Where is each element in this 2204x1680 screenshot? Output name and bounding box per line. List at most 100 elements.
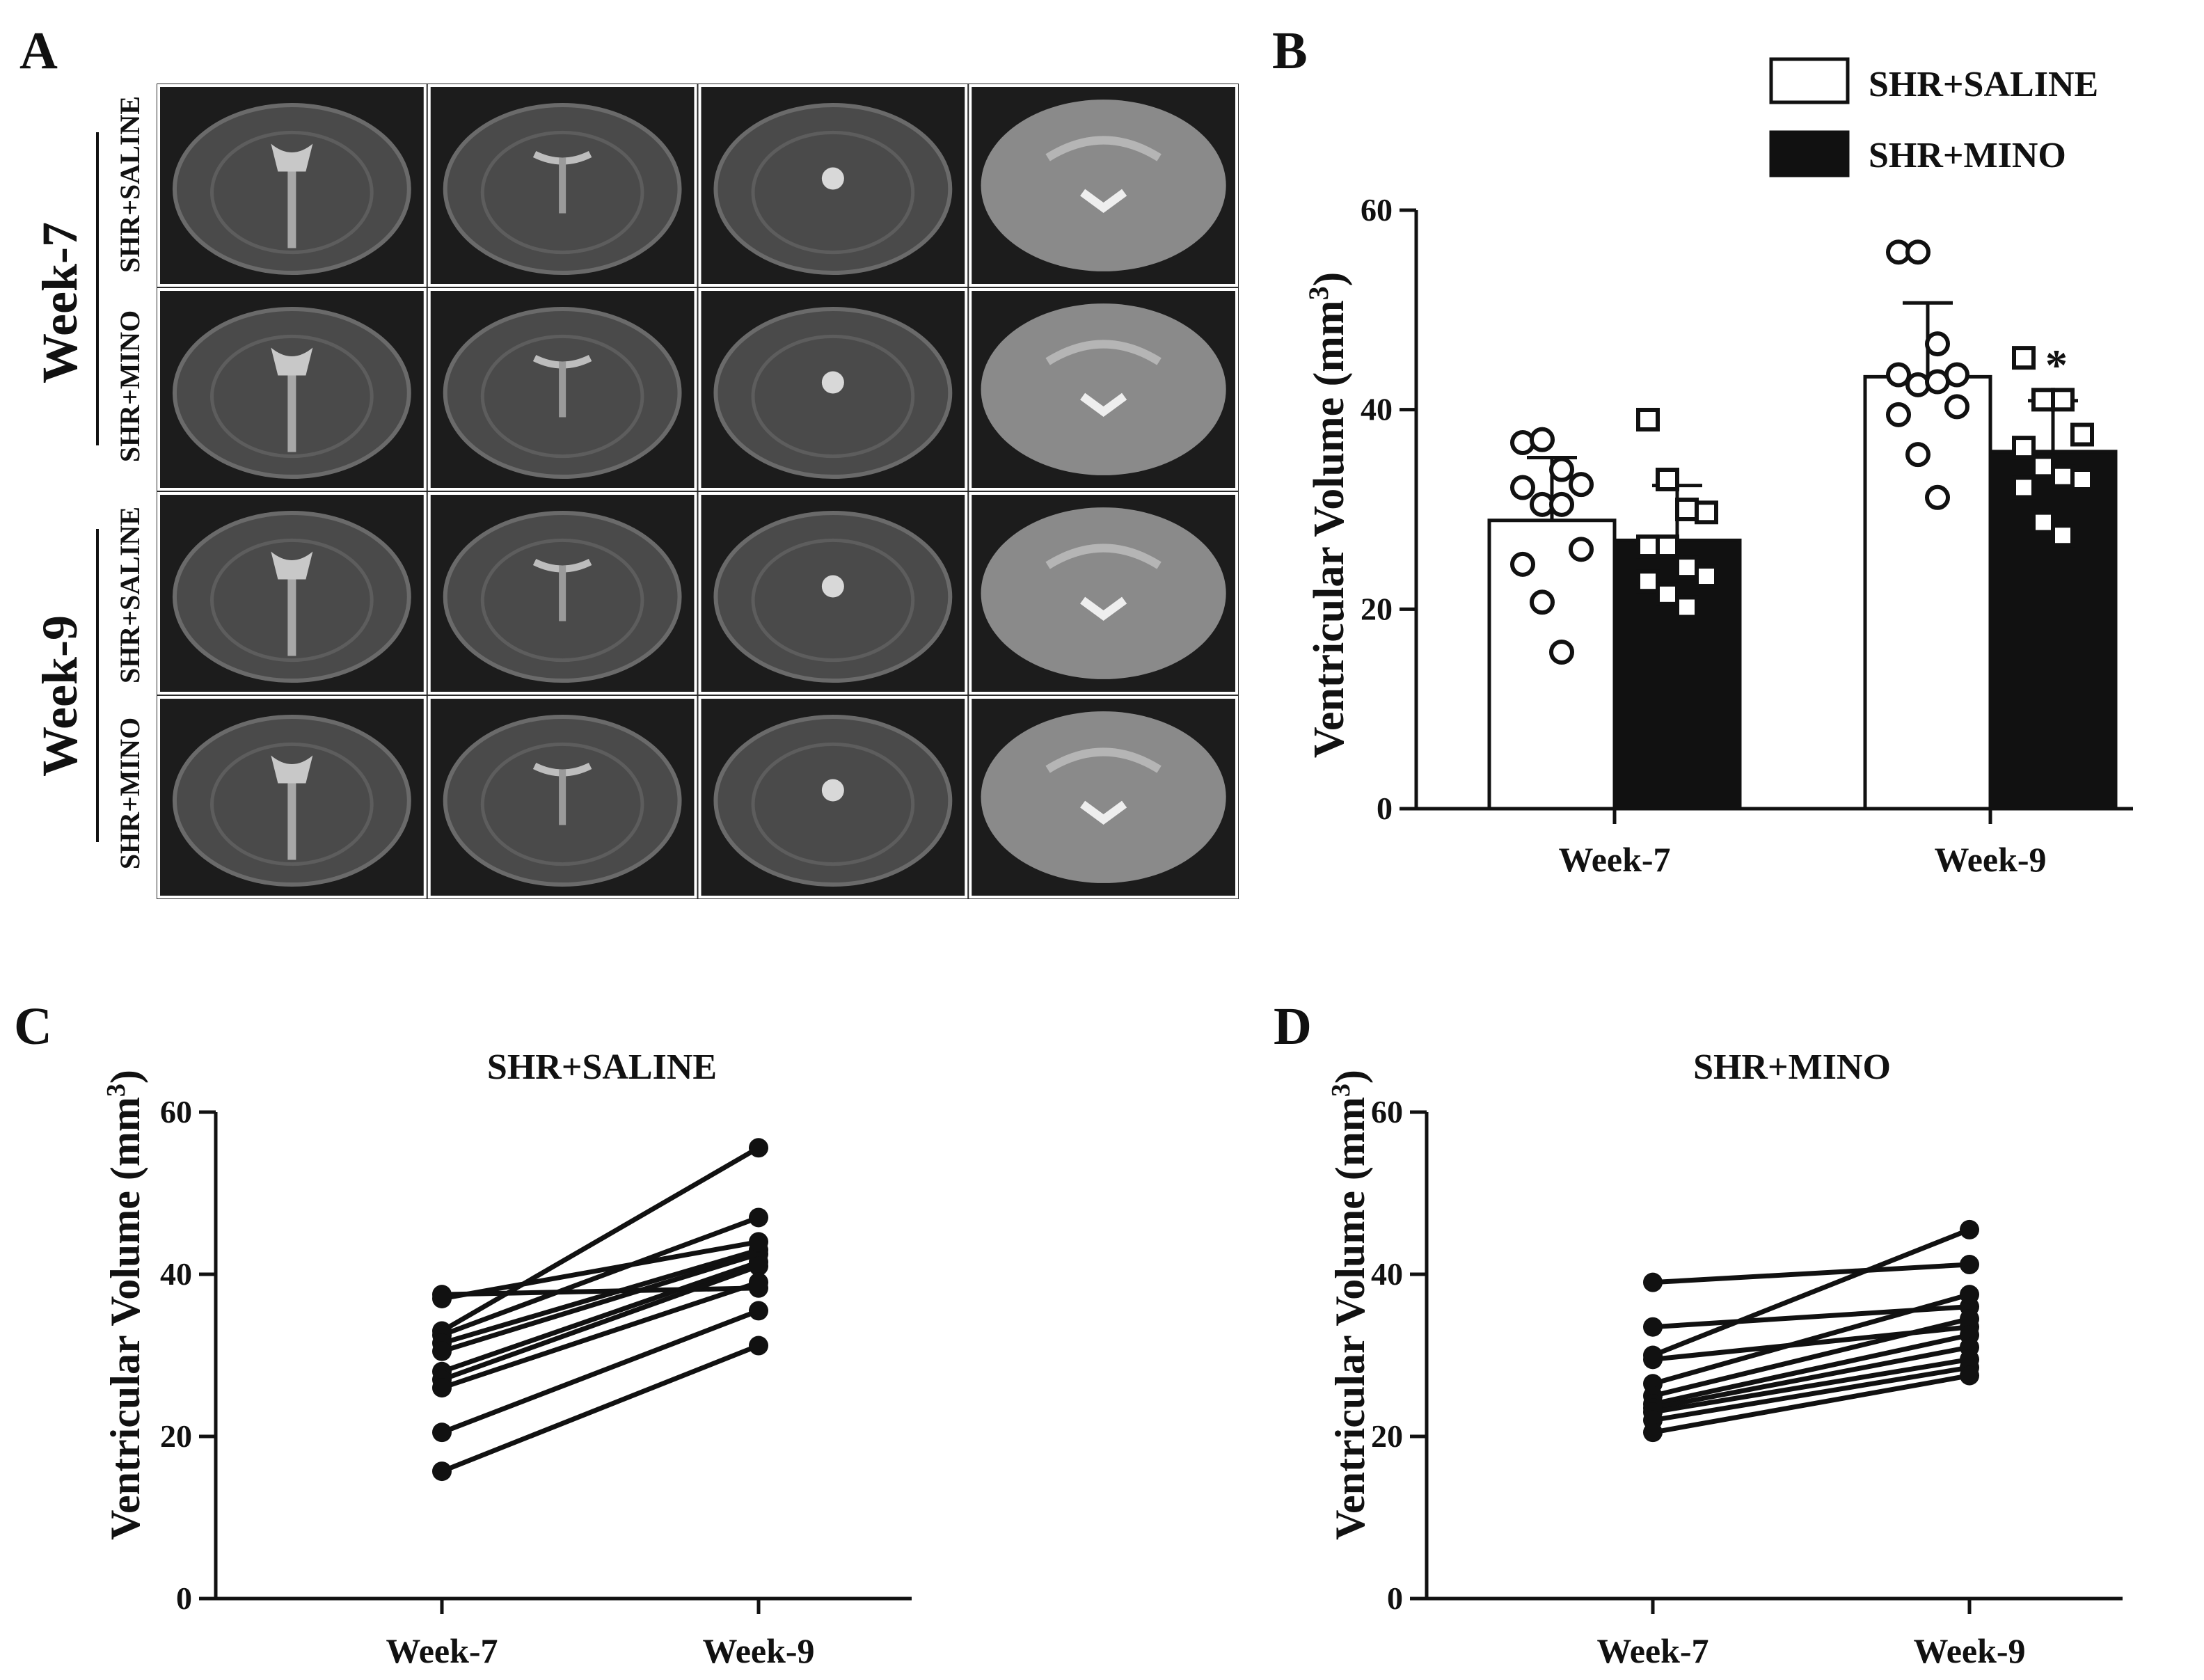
c-x-tick-label: Week-7 [386,1631,498,1670]
panel-b-label: B [1272,22,1308,80]
mri-cerebellum-fold [1045,136,1162,161]
c-subject-line [441,1343,760,1474]
mri-slice-r3-c1 [157,492,427,695]
mri-fourth-ventricle [1080,189,1127,213]
c-subject-line [441,1251,760,1354]
mri-ventricle [271,143,313,172]
c-y-tick-label: 0 [176,1580,192,1616]
c-subject-line [441,1239,759,1301]
d-subject-line [1652,1373,1970,1435]
b-point-mino [1695,500,1718,525]
c-subject-line [441,1308,760,1435]
mri-brain-inner-contour [480,334,644,459]
b-point-mino [1636,408,1660,431]
d-title: SHR+MINO [1693,1047,1891,1087]
mri-brain-inner-contour [210,538,374,663]
d-subject-line [1652,1292,1970,1386]
panel-c-label: C [14,997,52,1056]
b-point-mino [2051,388,2075,412]
b-point-mino [2012,475,2036,500]
mri-slice-r2-c2 [427,288,697,491]
c-point-week9 [749,1232,768,1252]
b-point-mino [1656,468,1679,491]
mri-slice-r4-c3 [698,696,968,898]
c-subject-line [441,1260,760,1374]
d-y-axis-label: Ventricular Volume (mm3) [1326,1070,1373,1540]
row-label-saline-week7: SHR+SALINE [114,96,145,273]
c-y-tick-label: 20 [160,1418,192,1454]
c-point-week9 [749,1138,768,1158]
c-subject-line [441,1215,760,1338]
mri-aqueduct [821,371,844,394]
legend-mino-swatch [1769,130,1850,177]
d-y-tick-label: 60 [1371,1094,1403,1130]
d-subject-line [1652,1332,1970,1406]
b-point-saline [1569,537,1594,562]
b-point-saline [1905,372,1931,397]
b-point-saline [1510,551,1535,577]
c-subject-line [441,1146,760,1333]
c-y-tick-label: 40 [160,1256,192,1292]
c-subject-line [441,1285,759,1297]
c-point-week7 [432,1461,452,1482]
c-point-week9 [749,1301,768,1321]
d-point-week7 [1643,1349,1663,1370]
paired-line-chart-c: SHR+SALINE Ventricular Volume (mm3) 0 20 4… [102,1047,912,1670]
c-point-week9 [749,1207,768,1228]
row-label-saline-week9: SHR+SALINE [114,507,145,683]
c-point-week7 [432,1341,452,1361]
b-point-mino [1675,555,1699,580]
b-point-mino [1675,595,1699,619]
b-point-mino [2031,510,2055,534]
mri-ventricle-stem [287,783,296,860]
b-point-mino [1636,569,1660,594]
b-point-saline [1925,484,1950,510]
mri-brain-outline [981,507,1226,679]
mri-slice-r3-c2 [427,492,697,695]
b-point-mino [1656,534,1679,559]
b-point-saline [1905,442,1931,468]
mri-slice-r3-c4 [969,492,1238,695]
week-9-label: Week-9 [32,615,88,777]
b-point-saline [1905,239,1931,265]
d-subject-line [1652,1356,1970,1415]
mri-brain-outline [981,100,1226,271]
d-subject-line [1652,1345,1970,1411]
c-point-week9 [749,1336,768,1356]
d-y-tick-label: 20 [1371,1418,1403,1454]
b-bar-mino [1612,538,1742,811]
legend-saline-label: SHR+SALINE [1869,65,2098,104]
b-y-tick-label: 60 [1361,192,1393,228]
c-point-week9 [749,1256,768,1276]
mri-slice-r1-c3 [698,84,968,287]
b-point-saline [1510,429,1535,455]
mri-ventricle-stem [559,769,566,825]
b-point-mino [1656,582,1679,606]
row-label-mino-week7: SHR+MINO [114,310,145,462]
mri-slice-r4-c4 [969,696,1238,898]
mri-fourth-ventricle [1080,393,1127,417]
week-7-label: Week-7 [32,222,88,383]
c-point-week7 [432,1378,452,1398]
mri-slice-r3-c3 [698,492,968,695]
mri-aqueduct [821,575,844,598]
mri-slice-r1-c1 [157,84,427,287]
mri-brain-inner-contour [480,130,644,255]
mri-ventricle-stem [559,361,566,418]
mri-ventricle-stem [559,157,566,214]
mri-ventricle-stem [287,375,296,452]
mri-cerebellum-fold [1045,544,1162,569]
b-point-saline [1530,589,1555,615]
b-point-saline [1886,402,1911,427]
d-subject-line [1652,1262,1970,1285]
c-subject-line [441,1247,759,1346]
d-point-week9 [1960,1365,1979,1386]
c-point-week9 [749,1272,768,1292]
b-point-saline [1530,427,1555,452]
d-point-week9 [1960,1309,1979,1329]
b-point-saline [1925,369,1950,395]
b-bar-mino [1988,450,2118,811]
mri-cerebellum-fold [1045,340,1162,365]
b-x-tick-label: Week-7 [1558,840,1670,879]
